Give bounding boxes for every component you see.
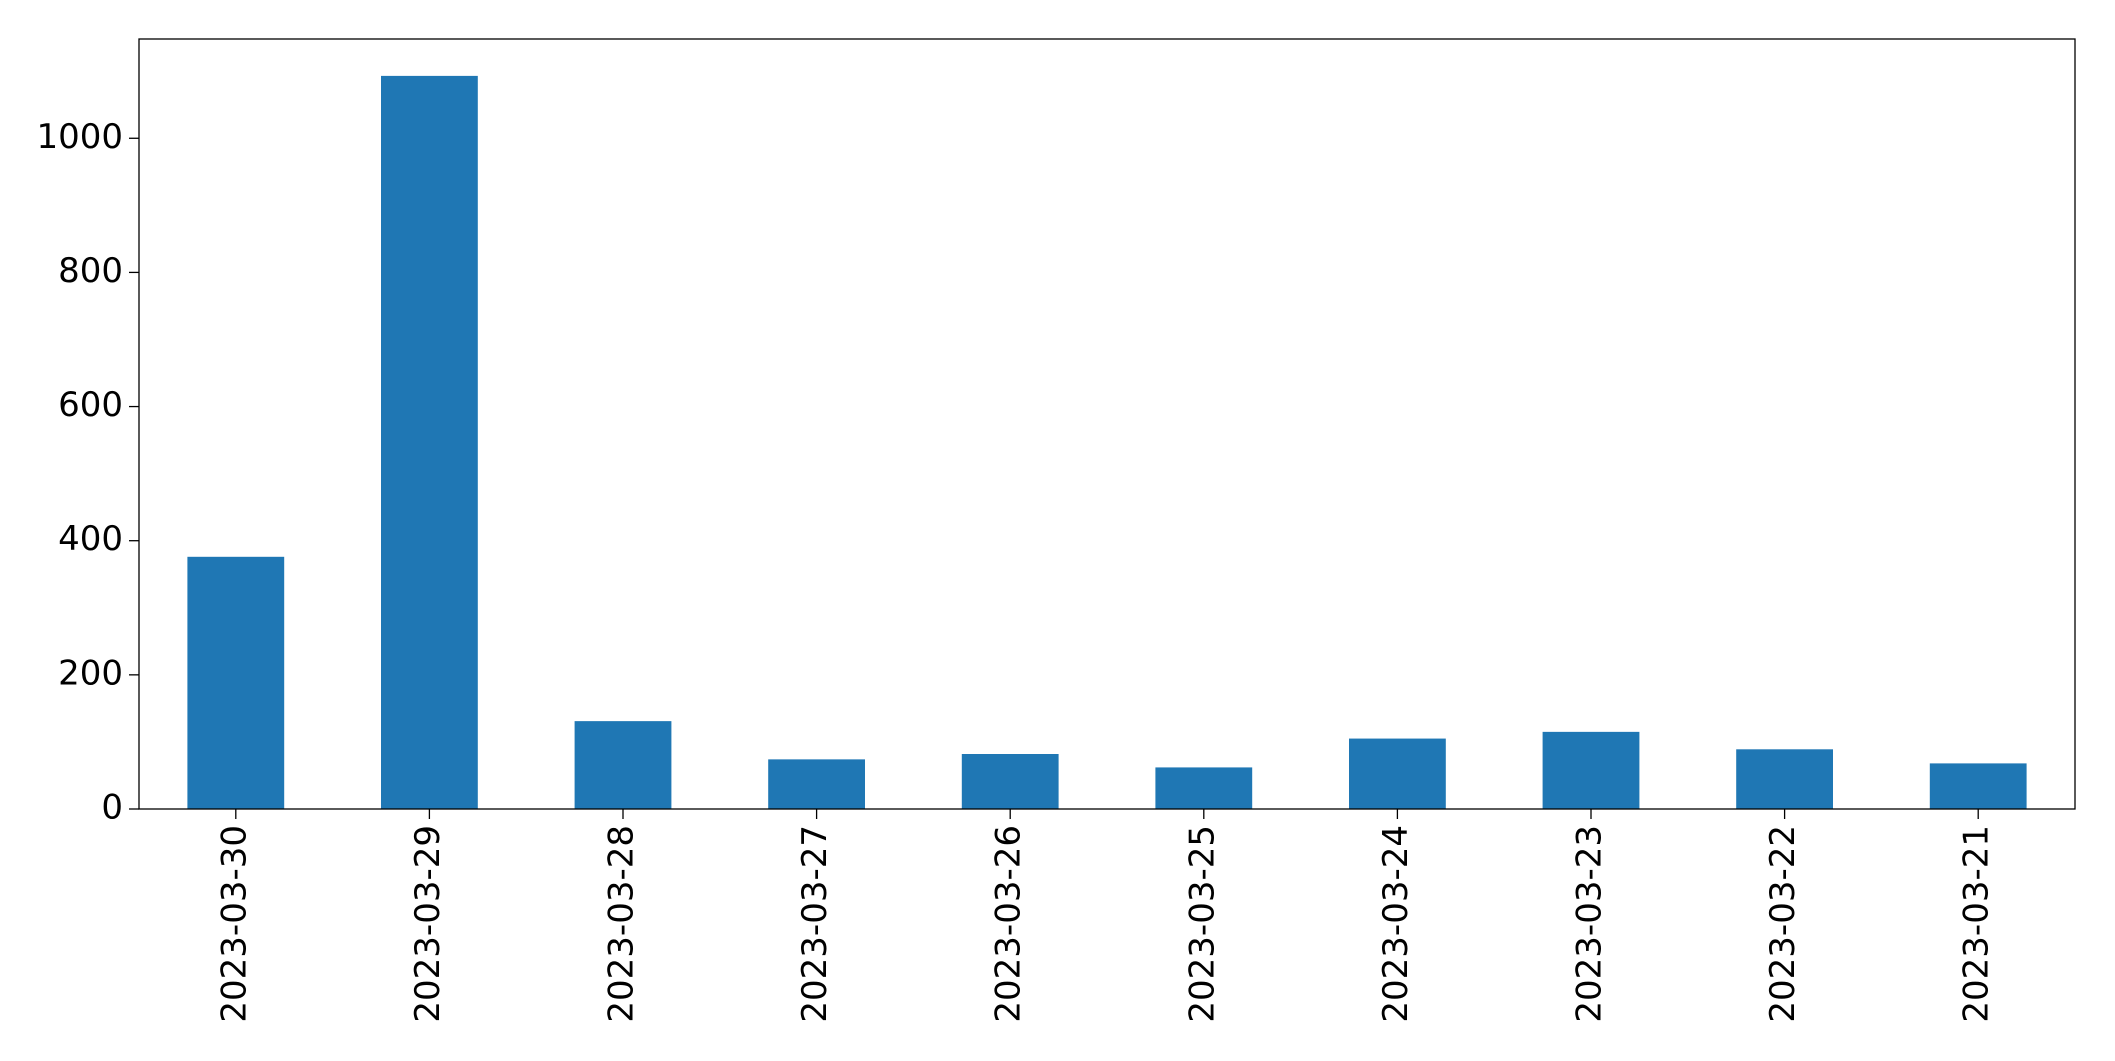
- y-tick-label: 600: [58, 385, 123, 425]
- x-tick-label: 2023-03-22: [1763, 825, 1803, 1023]
- bar: [1542, 731, 1640, 809]
- bar: [1349, 738, 1446, 809]
- y-tick-label: 800: [58, 251, 123, 291]
- x-tick-label: 2023-03-23: [1570, 825, 1610, 1023]
- bar: [1736, 749, 1833, 809]
- y-tick-label: 1000: [36, 117, 123, 157]
- bar: [187, 556, 285, 809]
- x-tick-label: 2023-03-30: [214, 825, 254, 1023]
- x-tick-label: 2023-03-28: [602, 825, 642, 1023]
- y-tick-label: 400: [58, 519, 123, 559]
- x-tick-label: 2023-03-25: [1182, 825, 1222, 1023]
- x-tick-label: 2023-03-21: [1957, 825, 1997, 1023]
- bar: [381, 75, 478, 809]
- plot-frame: [138, 38, 2076, 810]
- bar: [961, 754, 1059, 809]
- x-tick-label: 2023-03-24: [1376, 825, 1416, 1023]
- y-tick-label: 200: [58, 653, 123, 693]
- bar: [1155, 767, 1253, 809]
- x-tick-label: 2023-03-27: [795, 825, 835, 1023]
- bar: [574, 721, 672, 809]
- x-tick-label: 2023-03-29: [408, 825, 448, 1023]
- bar: [768, 759, 865, 809]
- y-tick-label: 0: [101, 788, 123, 828]
- bar: [1929, 763, 2027, 809]
- x-tick-label: 2023-03-26: [989, 825, 1029, 1023]
